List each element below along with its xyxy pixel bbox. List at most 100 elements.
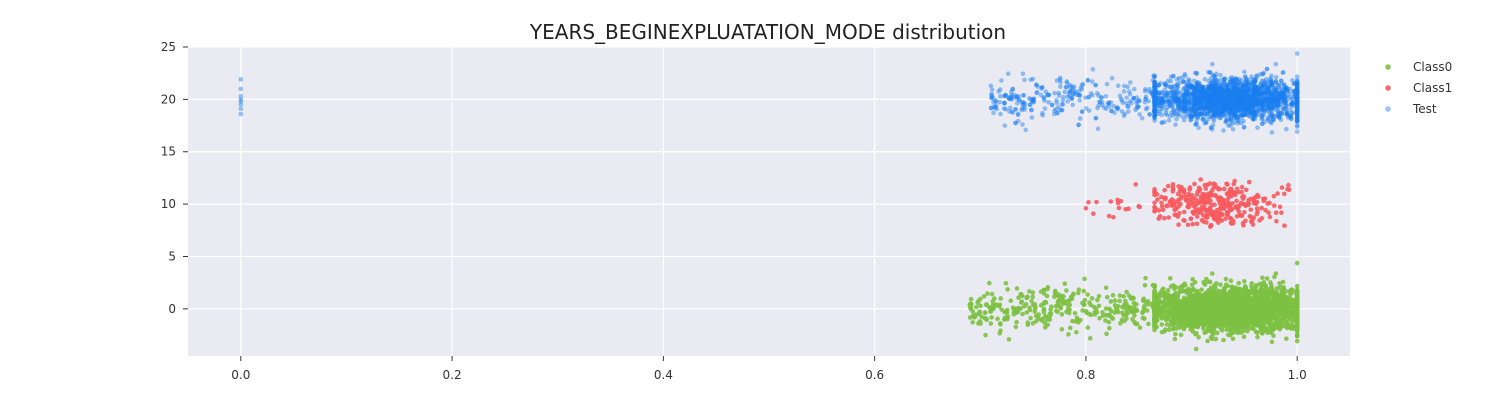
data-point [982,315,988,321]
data-point [1221,128,1226,133]
data-point [1271,301,1276,306]
data-point [1242,279,1247,284]
data-point [1137,325,1143,330]
data-point [992,304,997,310]
data-point [1030,294,1036,300]
data-point [1077,97,1082,103]
data-point [1282,223,1287,228]
data-point [1127,305,1133,311]
data-point [1221,186,1227,192]
data-point [1264,276,1270,281]
data-point [1193,346,1199,352]
data-point [1018,300,1024,305]
data-point [1231,189,1236,195]
data-point [1124,308,1129,313]
data-point [1020,71,1026,77]
data-point [1004,310,1010,316]
data-point [1030,302,1036,308]
data-point [1005,71,1011,76]
data-point [1041,307,1046,312]
data-point [1179,304,1185,310]
data-point [1255,192,1260,198]
data-point [1088,302,1094,308]
data-point [1248,219,1254,224]
data-point [1142,283,1148,288]
data-point [1175,315,1181,321]
data-point [1103,318,1108,323]
data-point [1261,280,1267,285]
data-point [1226,190,1232,196]
data-point [1126,206,1131,212]
data-point [1159,200,1164,206]
data-point [1288,306,1294,312]
data-point [1294,333,1300,339]
data-point [1266,293,1271,299]
series-class0 [967,260,1300,352]
data-point [1223,282,1229,288]
data-point [1259,296,1265,302]
data-point [1214,281,1219,286]
data-point [1008,298,1014,304]
data-point [1248,311,1254,317]
data-point [238,111,244,117]
data-point [1258,290,1264,296]
data-point [1133,182,1139,187]
data-point [1208,223,1214,229]
data-point [1001,317,1007,322]
data-point [1190,209,1196,215]
data-point [1172,336,1178,342]
data-point [1160,314,1165,320]
data-point [1100,313,1106,319]
data-point [1192,181,1197,187]
data-point [1142,88,1148,94]
data-point [1092,309,1098,315]
data-point [989,315,994,320]
data-point [1165,288,1171,293]
data-point [1106,319,1112,325]
data-point [1142,316,1147,321]
data-point [1222,288,1227,294]
data-point [1162,195,1167,201]
data-point [1186,193,1192,198]
data-point [1204,220,1209,225]
data-point [1162,290,1168,296]
data-point [1027,289,1032,294]
data-point [1294,297,1300,303]
data-point [1020,311,1025,317]
data-point [1277,281,1282,286]
data-point [982,310,988,316]
data-point [1234,198,1239,204]
data-point [1106,213,1112,219]
data-point [1262,328,1267,334]
data-point [1181,209,1187,215]
data-point [1150,282,1156,288]
data-point [1198,177,1203,182]
data-point [1162,215,1167,221]
data-point [1278,320,1284,326]
data-point [1029,298,1034,304]
data-point [1062,89,1068,95]
data-point [1294,292,1300,298]
data-point [1294,129,1300,134]
data-point [1041,287,1047,293]
data-point [1202,298,1207,303]
data-point [1035,84,1040,89]
data-point [1016,305,1021,311]
data-point [1116,205,1122,211]
data-point [1275,191,1280,196]
data-point [999,78,1004,83]
data-point [1152,310,1157,315]
data-point [1234,323,1240,329]
data-point [995,316,1000,322]
data-point [1030,321,1036,326]
data-point [1160,207,1166,213]
data-point [1052,294,1057,300]
data-point [1247,213,1253,219]
data-point [1258,302,1264,307]
data-point [1045,285,1051,290]
data-point [1233,204,1239,209]
data-point [1137,98,1142,104]
data-point [1171,317,1177,322]
data-point [1036,312,1041,317]
data-point [1206,279,1211,284]
